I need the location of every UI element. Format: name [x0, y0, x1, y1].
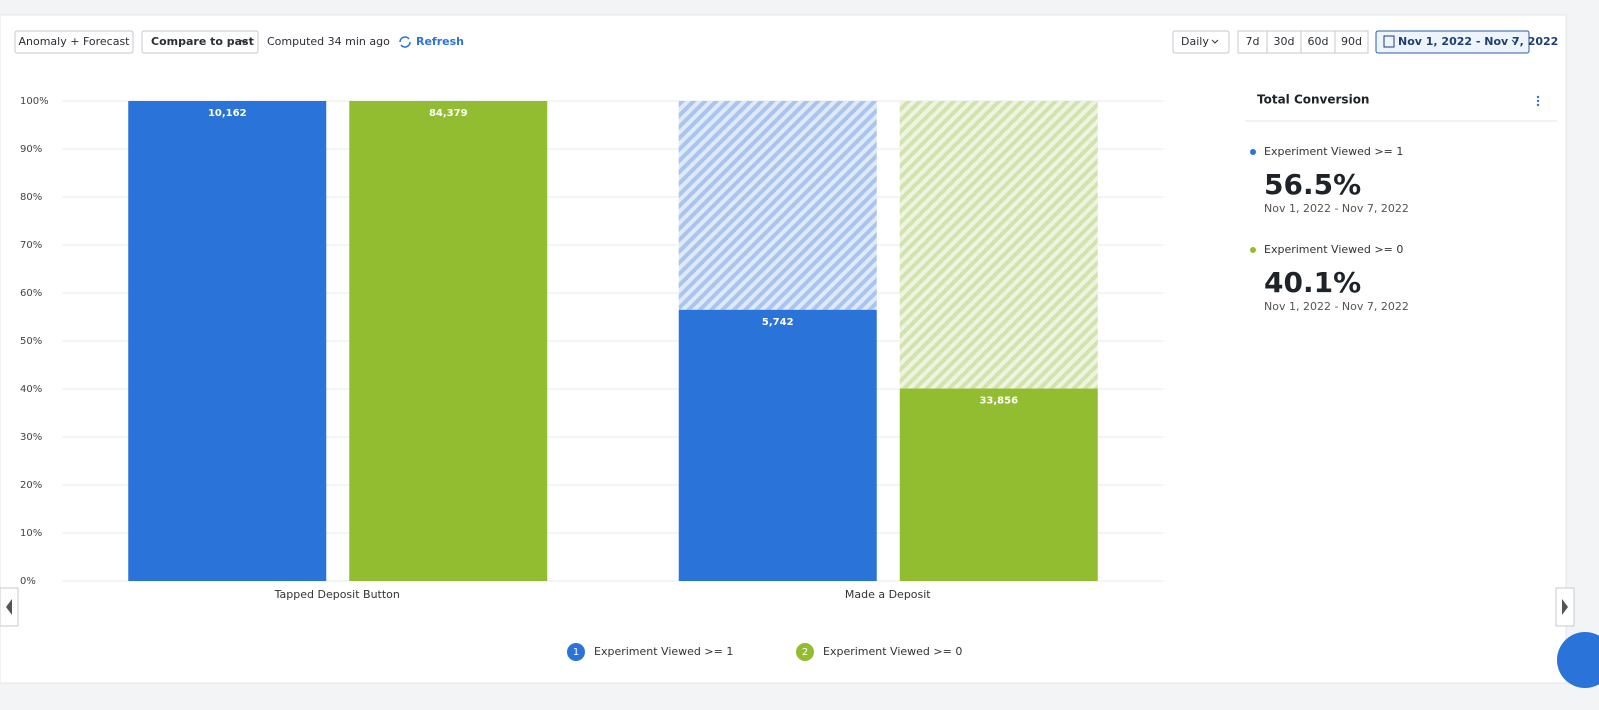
mode-label: Anomaly + Forecast [18, 35, 130, 48]
y-tick-label: 10% [20, 528, 42, 539]
legend-badge-label: 1 [573, 647, 579, 658]
range-label: 30d [1274, 35, 1295, 48]
refresh-icon[interactable] [399, 36, 411, 48]
interval-button[interactable] [1172, 30, 1230, 54]
range-label: 60d [1308, 35, 1329, 48]
x-tick-label: Made a Deposit [845, 588, 931, 601]
legend-badge-label: 2 [802, 647, 808, 658]
chevron [240, 39, 248, 44]
panel-range: Nov 1, 2022 - Nov 7, 2022 [1264, 202, 1409, 215]
count-label: 84,379 [429, 108, 468, 119]
panel-dot [1250, 247, 1256, 253]
legend-label[interactable]: Experiment Viewed >= 1 [594, 645, 733, 658]
menu-dot[interactable] [1536, 95, 1540, 99]
chevron [1511, 39, 1519, 44]
y-tick-label: 90% [20, 144, 42, 155]
y-tick-label: 100% [20, 96, 49, 107]
interval-label: Daily [1181, 35, 1209, 48]
dropoff [678, 101, 877, 310]
compare-label: Compare to past [151, 35, 254, 48]
count-label: 33,856 [979, 396, 1018, 407]
bar [899, 388, 1098, 581]
count-label: 5,742 [762, 317, 794, 328]
panel-dot [1250, 149, 1256, 155]
count-label: 10,162 [208, 108, 247, 119]
toolbar: Anomaly + Forecast Compare to past Compu… [14, 30, 1558, 54]
y-tick-label: 80% [20, 192, 42, 203]
range-group: 7d 30d 60d 90d [1237, 30, 1369, 54]
y-tick-label: 70% [20, 240, 42, 251]
legend-label[interactable]: Experiment Viewed >= 0 [823, 645, 962, 658]
range-label: 7d [1246, 35, 1260, 48]
y-tick-label: 0% [20, 576, 36, 587]
bar [128, 101, 327, 581]
menu-dot[interactable] [1536, 99, 1540, 103]
panel-value: 56.5% [1264, 168, 1361, 201]
menu-dot[interactable] [1536, 103, 1540, 107]
dropoff [899, 101, 1098, 389]
y-tick-label: 40% [20, 384, 42, 395]
panel-series: Experiment Viewed >= 0 [1264, 243, 1403, 256]
panel-value: 40.1% [1264, 266, 1361, 299]
compare-button[interactable] [141, 30, 259, 54]
refresh-link[interactable]: Refresh [416, 35, 464, 48]
date-label: Nov 1, 2022 - Nov 7, 2022 [1398, 35, 1558, 48]
date-button[interactable] [1375, 30, 1530, 54]
bar [349, 101, 548, 581]
bar [678, 309, 877, 581]
y-tick-label: 60% [20, 288, 42, 299]
legend-badge[interactable] [567, 643, 585, 661]
prev-arrow [6, 599, 12, 615]
calendar-icon [1383, 35, 1395, 48]
panel-range: Nov 1, 2022 - Nov 7, 2022 [1264, 300, 1409, 313]
range-button[interactable] [1334, 30, 1369, 54]
help-button[interactable] [1557, 632, 1599, 688]
panel-title: Total Conversion [1257, 93, 1369, 107]
computed-label: Computed 34 min ago [267, 35, 390, 48]
y-tick-label: 20% [20, 480, 42, 491]
x-tick-label: Tapped Deposit Button [274, 588, 400, 601]
panel-series: Experiment Viewed >= 1 [1264, 145, 1403, 158]
chevron [1211, 39, 1219, 44]
range-label: 90d [1341, 35, 1362, 48]
y-tick-label: 30% [20, 432, 42, 443]
next-arrow [1562, 599, 1568, 615]
y-tick-label: 50% [20, 336, 42, 347]
mode-button[interactable] [14, 30, 134, 54]
legend-badge[interactable] [796, 643, 814, 661]
